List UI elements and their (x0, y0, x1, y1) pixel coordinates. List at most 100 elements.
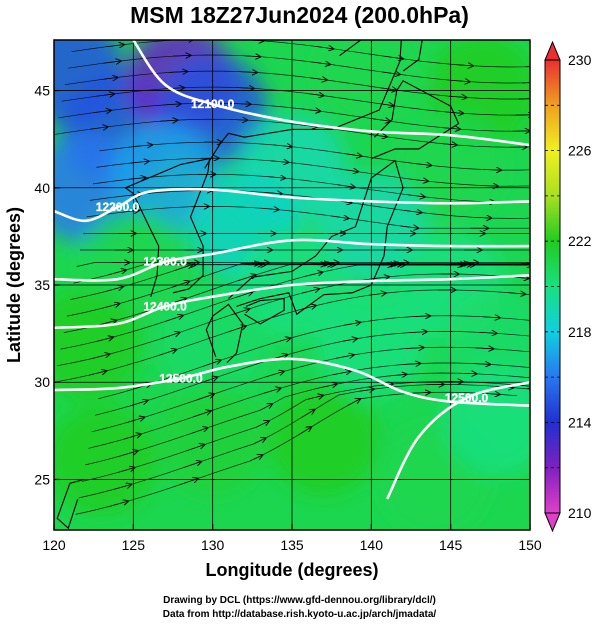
wind-arrow (448, 96, 466, 97)
colorbar-tick-label: 226 (568, 143, 592, 159)
plot-area: 12100.0 12200.0 12300.0 12400.0 12500.0 12500… (54, 40, 530, 530)
wind-arrow (304, 272, 322, 277)
wind-arrow (337, 185, 354, 188)
wind-arrow (165, 316, 182, 322)
streamline (99, 141, 530, 171)
streamline (78, 384, 530, 499)
wind-arrow (186, 445, 204, 452)
credit-drawing: Drawing by DCL (https://www.gfd-dennou.o… (163, 595, 436, 606)
coastline (244, 298, 285, 325)
wind-arrow (403, 210, 421, 212)
x-tick-label: 150 (518, 537, 542, 553)
wind-arrow (253, 438, 265, 445)
y-axis-label: Latitude (degrees) (4, 207, 24, 363)
wind-arrow (108, 270, 125, 276)
wind-arrow (171, 281, 189, 288)
colorbar-tick-label: 218 (568, 324, 592, 340)
y-tick-label: 30 (34, 374, 50, 390)
wind-arrow (402, 363, 420, 364)
wind-arrow (121, 210, 138, 212)
wind-arrow (131, 161, 148, 163)
wind-arrow (126, 417, 144, 423)
wind-arrow (343, 153, 361, 156)
wind-arrow (105, 287, 122, 292)
credit-data-source: Data from http://database.rish.kyoto-u.a… (162, 609, 437, 620)
wind-arrow (525, 66, 530, 68)
wind-arrow (90, 127, 107, 129)
colorbar-tick-label: 222 (568, 233, 592, 249)
streamline (95, 331, 530, 416)
wind-arrow (99, 77, 117, 79)
wind-arrow (103, 61, 120, 63)
wind-arrow (521, 82, 530, 84)
wind-arrow (163, 104, 180, 105)
wind-arrow (113, 484, 131, 490)
x-tick-label: 140 (360, 537, 384, 553)
wind-arrow (312, 62, 330, 64)
wind-arrow (127, 178, 145, 180)
streamline (98, 315, 530, 400)
temperature-sample (54, 288, 141, 399)
colorbar-tick-label: 230 (568, 52, 592, 68)
wind-arrow (267, 177, 285, 179)
height-contour (54, 238, 530, 282)
height-contour (132, 40, 530, 147)
x-tick-label: 135 (280, 537, 304, 553)
wind-arrow (274, 145, 291, 147)
wind-arrow (236, 88, 253, 89)
wind-arrow (342, 322, 360, 325)
wind-arrow (347, 399, 360, 406)
wind-arrow (174, 264, 192, 271)
wind-arrow (266, 371, 283, 378)
wind-arrow (299, 125, 317, 127)
wind-arrow (369, 134, 386, 137)
wind-arrow (439, 143, 456, 145)
wind-arrow (92, 354, 109, 359)
wind-arrow (272, 338, 290, 344)
wind-arrow (388, 374, 406, 376)
wind-arrow (339, 339, 356, 342)
wind-arrow (301, 289, 319, 294)
wind-arrow (458, 373, 476, 374)
wind-arrow (264, 192, 281, 194)
wind-arrow (172, 55, 190, 56)
contour-label: 12500.0 (159, 371, 203, 385)
wind-arrow (161, 333, 179, 339)
streamline (96, 157, 530, 187)
wind-arrow (407, 195, 424, 197)
wind-arrow (479, 332, 496, 333)
wind-arrow (475, 348, 493, 349)
y-axis-ticks: 25 30 35 40 45 (34, 83, 60, 487)
wind-arrow (309, 78, 326, 80)
streamline (92, 173, 530, 203)
wind-arrow (229, 119, 247, 120)
wind-arrow (101, 304, 119, 309)
colorbar-min-triangle (544, 512, 561, 533)
wind-arrow (375, 384, 392, 386)
colorbar-tick-label: 214 (568, 414, 592, 430)
wind-arrow (95, 337, 112, 343)
wind-arrow (193, 411, 210, 418)
wind-arrow (356, 389, 373, 392)
wind-arrow (412, 392, 429, 393)
wind-arrow (202, 360, 220, 367)
wind-arrow (239, 72, 256, 73)
height-contour (54, 357, 530, 407)
wind-arrow (452, 80, 469, 81)
x-axis-label: Longitude (degrees) (205, 560, 378, 580)
wind-arrow (302, 410, 314, 418)
coastline (205, 303, 244, 364)
coastline (56, 478, 85, 530)
wind-arrow (158, 350, 176, 356)
wind-arrow (455, 65, 472, 66)
wind-arrow (412, 316, 430, 317)
colorbar-max-triangle (544, 40, 561, 61)
x-tick-label: 145 (439, 537, 463, 553)
contour-label: 12400.0 (143, 299, 187, 313)
temperature-sample (110, 123, 221, 234)
wind-arrow (238, 275, 255, 281)
height-contour (54, 187, 530, 223)
wind-arrow (480, 185, 497, 186)
wind-arrow (183, 462, 201, 468)
streamline (54, 289, 530, 383)
